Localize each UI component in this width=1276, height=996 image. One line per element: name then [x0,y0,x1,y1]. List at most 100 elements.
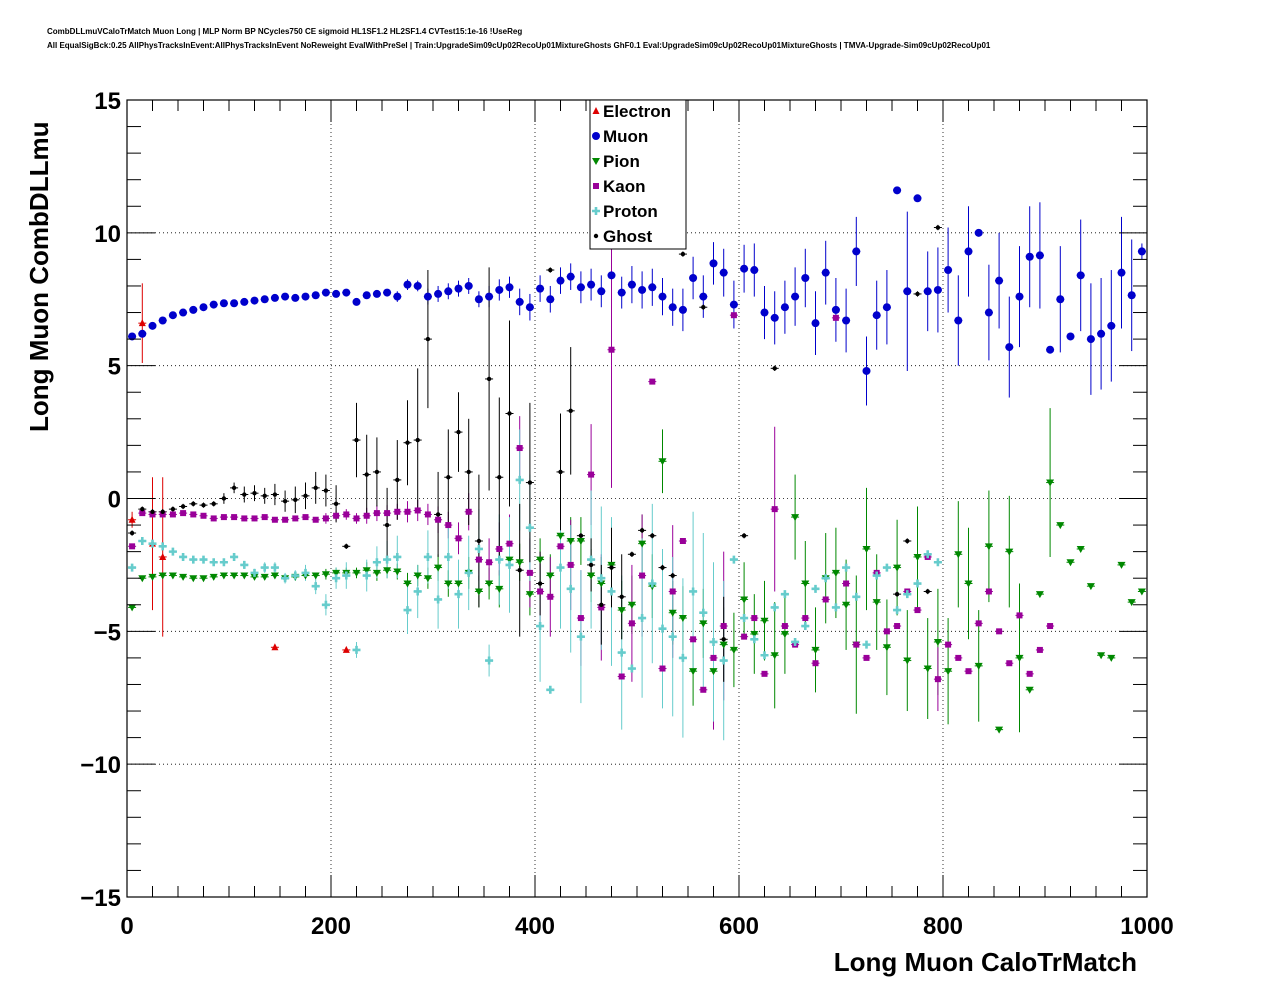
pion-point [556,532,565,540]
legend-box [589,99,687,250]
proton-point [913,579,922,588]
proton-point [668,632,677,641]
proton-point [648,579,657,588]
kaon-point [282,516,289,523]
proton-point [862,640,871,649]
muon-point [250,296,259,305]
pion-point [362,567,371,575]
ghost-point [333,501,339,507]
ghost-point [476,538,482,544]
pion-point [332,569,341,577]
proton-point [138,537,147,546]
electron-point [342,645,350,653]
axis-ticks [126,99,1148,898]
legend: Electron Muon Pion Kaon Proton Ghost [589,99,687,250]
kaon-point [251,515,258,522]
muon-point [913,194,922,203]
proton-point [801,622,810,631]
pion-point [954,551,963,559]
ghost-point [405,440,410,445]
ghost-point [221,496,227,501]
pion-point [658,458,667,466]
pion-point [148,573,157,581]
proton-point [872,571,881,580]
ghost-point [925,589,930,594]
pion-point [872,599,881,607]
proton-point [230,552,239,561]
kaon-point [975,620,982,627]
legend-label-kaon: Kaon [603,177,646,196]
muon-point [342,288,351,297]
proton-point [148,539,157,548]
muon-point [260,295,269,304]
pion-point [434,564,443,572]
kaon-point [241,515,248,522]
muon-point [648,283,657,292]
muon-point [454,284,463,293]
muon-point [485,292,494,301]
kaon-point [302,514,309,521]
pion-point [199,575,208,583]
ghost-point [629,552,635,557]
kaon-point [414,507,421,514]
proton-point [383,555,392,564]
muon-point [974,228,983,237]
pion-point [811,646,820,654]
muon-point [984,308,993,317]
ghost-point [395,477,400,483]
muon-point [158,316,167,325]
pion-point [780,630,789,638]
muon-point [546,295,555,304]
ghost-point [293,497,298,503]
kaon-point [261,514,268,521]
muon-point [148,321,157,330]
muon-point [434,289,443,298]
kaon-point [955,654,962,661]
proton-point [485,656,494,665]
kaon-point [486,559,493,566]
kaon-point [751,615,758,622]
muon-point [709,259,718,268]
y-axis-title: Long Muon CombDLLmu [24,122,54,432]
kaon-point [200,512,207,519]
ghost-point [650,533,655,538]
kaon-point [496,545,503,552]
muon-point [597,287,606,296]
y-tick-labels: −15 −10 −5 0 5 10 15 [80,88,121,912]
kaon-point [1016,612,1023,619]
kaon-point [384,510,391,517]
muon-point [219,299,228,308]
legend-marker-ghost [593,233,599,239]
kaon-point [649,378,656,385]
pion-point [801,580,810,588]
pion-point [1066,559,1075,567]
pion-point [668,609,677,617]
proton-point [423,552,432,561]
x-tick-label: 400 [515,913,555,940]
kaon-point [271,516,278,523]
proton-point [281,574,290,583]
kaon-point [639,572,646,579]
proton-point [199,555,208,564]
kaon-point [741,633,748,640]
kaon-point [506,540,513,547]
pion-point [454,580,463,588]
proton-point [638,614,647,623]
kaon-point [526,569,533,576]
muon-point [383,288,392,297]
proton-point [525,523,534,532]
proton-point [587,555,596,564]
ghost-point [527,480,533,485]
pion-point [383,567,392,575]
pion-point [893,564,902,572]
proton-point [760,651,769,660]
pion-point [179,573,188,581]
pion-point [1005,548,1014,556]
proton-point [291,571,300,580]
kaon-point [129,543,136,550]
muon-point [556,276,565,285]
kaon-point [547,593,554,600]
pion-point [474,588,483,596]
pion-point [1046,479,1055,487]
kaon-point [618,673,625,680]
